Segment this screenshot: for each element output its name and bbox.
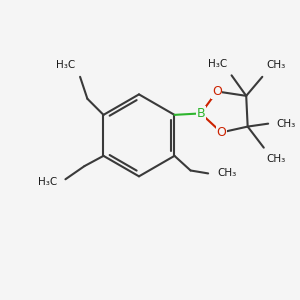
Text: H₃C: H₃C: [56, 60, 75, 70]
Text: CH₃: CH₃: [276, 119, 296, 129]
Text: H₃C: H₃C: [208, 59, 227, 69]
Text: CH₃: CH₃: [267, 154, 286, 164]
Text: CH₃: CH₃: [267, 60, 286, 70]
Text: O: O: [212, 85, 222, 98]
Text: H₃C: H₃C: [38, 177, 57, 187]
Text: B: B: [196, 107, 205, 120]
Text: CH₃: CH₃: [217, 168, 236, 178]
Text: O: O: [216, 126, 226, 139]
